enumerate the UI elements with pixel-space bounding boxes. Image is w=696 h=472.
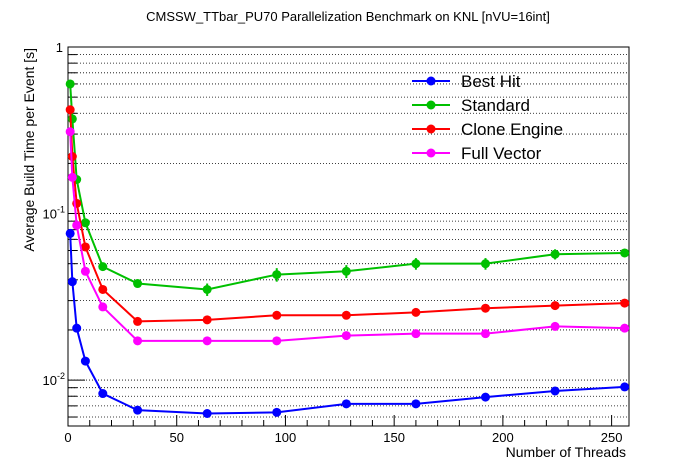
series-line	[69, 233, 625, 415]
data-point	[550, 249, 560, 259]
x-tick-label: 200	[492, 430, 514, 445]
data-point	[480, 392, 490, 402]
y-tick-label: 10-1	[43, 205, 65, 222]
legend-label: Best Hit	[461, 72, 521, 91]
grid	[68, 46, 629, 418]
x-tick-label: 50	[169, 430, 183, 445]
legend-label: Full Vector	[461, 144, 542, 163]
data-point	[272, 310, 282, 320]
data-point	[550, 301, 560, 311]
data-point	[72, 220, 82, 230]
data-point	[65, 79, 75, 89]
data-point	[620, 248, 630, 258]
data-point	[341, 399, 351, 409]
data-point	[202, 284, 212, 294]
data-point	[272, 270, 282, 280]
data-point	[80, 218, 90, 228]
data-point	[620, 382, 630, 392]
series-line	[69, 109, 625, 323]
data-point	[133, 405, 143, 415]
x-tick-label: 250	[601, 430, 623, 445]
data-point	[480, 329, 490, 339]
x-axis-label: Number of Threads	[506, 444, 626, 460]
y-tick-label: 1	[56, 40, 63, 55]
data-point	[480, 303, 490, 313]
legend-marker	[426, 148, 436, 158]
series-standard	[65, 79, 630, 296]
legend-label: Clone Engine	[461, 120, 563, 139]
data-point	[133, 279, 143, 289]
data-point	[98, 302, 108, 312]
x-tick-label: 0	[64, 430, 71, 445]
data-point	[133, 336, 143, 346]
data-point	[550, 321, 560, 331]
data-point	[202, 408, 212, 418]
data-point	[550, 386, 560, 396]
x-tick-label: 100	[275, 430, 297, 445]
legend-marker	[426, 76, 436, 86]
data-point	[98, 389, 108, 399]
data-point	[80, 266, 90, 276]
chart-title: CMSSW_TTbar_PU70 Parallelization Benchma…	[146, 9, 550, 24]
y-tick-label: 10-2	[43, 371, 65, 388]
data-point	[341, 266, 351, 276]
legend: Best Hit Standard Clone Engine Full Vector	[412, 72, 563, 163]
legend-label: Standard	[461, 96, 530, 115]
data-point	[67, 277, 77, 287]
legend-marker	[426, 124, 436, 134]
data-point	[411, 329, 421, 339]
axis-ticks: 0 50 100 150 200 250 10-2 10-1 1	[43, 40, 623, 445]
legend-marker	[426, 100, 436, 110]
data-point	[202, 336, 212, 346]
data-point	[341, 310, 351, 320]
data-point	[72, 323, 82, 333]
series-full-vector	[65, 127, 630, 346]
data-point	[272, 336, 282, 346]
data-point	[341, 331, 351, 341]
series-group	[65, 79, 630, 418]
data-point	[67, 114, 77, 124]
data-point	[65, 228, 75, 238]
data-point	[620, 323, 630, 333]
data-point	[411, 259, 421, 269]
series-line	[69, 83, 625, 291]
data-point	[67, 172, 77, 182]
data-point	[65, 127, 75, 137]
data-point	[202, 315, 212, 325]
data-point	[98, 262, 108, 272]
data-point	[620, 298, 630, 308]
data-point	[80, 242, 90, 252]
data-point	[80, 356, 90, 366]
data-point	[133, 316, 143, 326]
data-point	[98, 284, 108, 294]
series-best-hit	[65, 228, 630, 418]
data-point	[411, 399, 421, 409]
data-point	[411, 307, 421, 317]
x-tick-label: 150	[383, 430, 405, 445]
data-point	[272, 407, 282, 417]
data-point	[480, 259, 490, 269]
y-axis-label: Average Build Time per Event [s]	[21, 48, 37, 252]
plot-frame	[67, 46, 630, 427]
data-point	[65, 105, 75, 115]
